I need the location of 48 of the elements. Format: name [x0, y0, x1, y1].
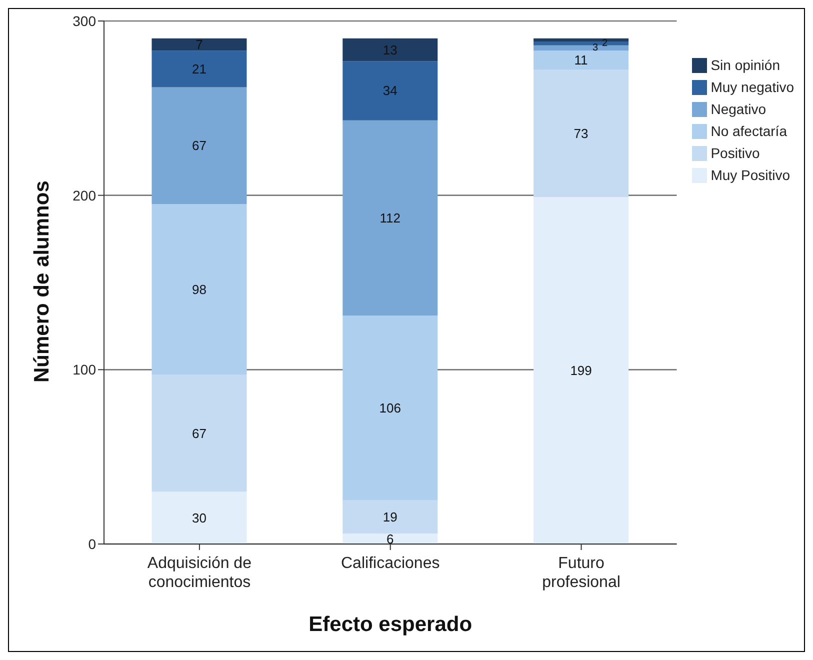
y-tick-label: 0	[88, 536, 96, 552]
legend-label: Muy Positivo	[710, 167, 790, 183]
bar	[534, 70, 629, 198]
data-label: 67	[192, 138, 206, 154]
data-label: 106	[379, 400, 401, 416]
legend-label: Positivo	[710, 145, 760, 161]
y-tick-label: 300	[72, 12, 96, 29]
bar	[152, 374, 247, 492]
bar	[534, 197, 629, 544]
data-label: 199	[570, 363, 592, 378]
bar	[152, 492, 247, 544]
bar	[152, 204, 247, 375]
x-tick-label: Futuro profesional	[542, 555, 620, 591]
legend-label: Sin opinión	[710, 57, 780, 73]
bar	[342, 500, 438, 534]
y-axis-title: Número de alumnos	[30, 180, 54, 382]
bar	[342, 61, 438, 120]
legend-label: Negativo	[710, 101, 766, 117]
data-label: 30	[192, 510, 206, 526]
data-label: 98	[192, 282, 206, 297]
data-label: 19	[382, 509, 398, 524]
data-label: 34	[382, 83, 398, 98]
data-label: 13	[382, 42, 398, 58]
data-label: 112	[380, 210, 400, 226]
x-tick-label: Calificaciones	[341, 555, 440, 572]
data-label: 3	[592, 42, 599, 54]
bar	[342, 38, 438, 62]
bar	[342, 316, 438, 500]
bar	[342, 120, 438, 316]
data-label: 6	[386, 531, 394, 546]
data-label: 21	[192, 61, 206, 76]
data-label: 11	[574, 52, 588, 68]
bar	[534, 45, 629, 51]
legend-label: No afectaría	[710, 123, 787, 139]
y-tick-label: 100	[72, 362, 96, 378]
x-axis-title: Efecto esperado	[308, 613, 472, 636]
bar	[534, 50, 629, 70]
data-label: 2	[602, 38, 608, 50]
bar	[152, 87, 247, 204]
bar	[342, 534, 438, 544]
data-label: 67	[192, 426, 206, 441]
data-label: 73	[574, 126, 588, 141]
bar	[152, 50, 247, 88]
x-tick-label: Adquisición de conocimientos	[147, 555, 252, 591]
data-label: 7	[196, 37, 203, 52]
legend-label: Muy negativo	[710, 79, 794, 95]
y-tick-label: 200	[72, 187, 96, 204]
bar	[152, 38, 247, 51]
